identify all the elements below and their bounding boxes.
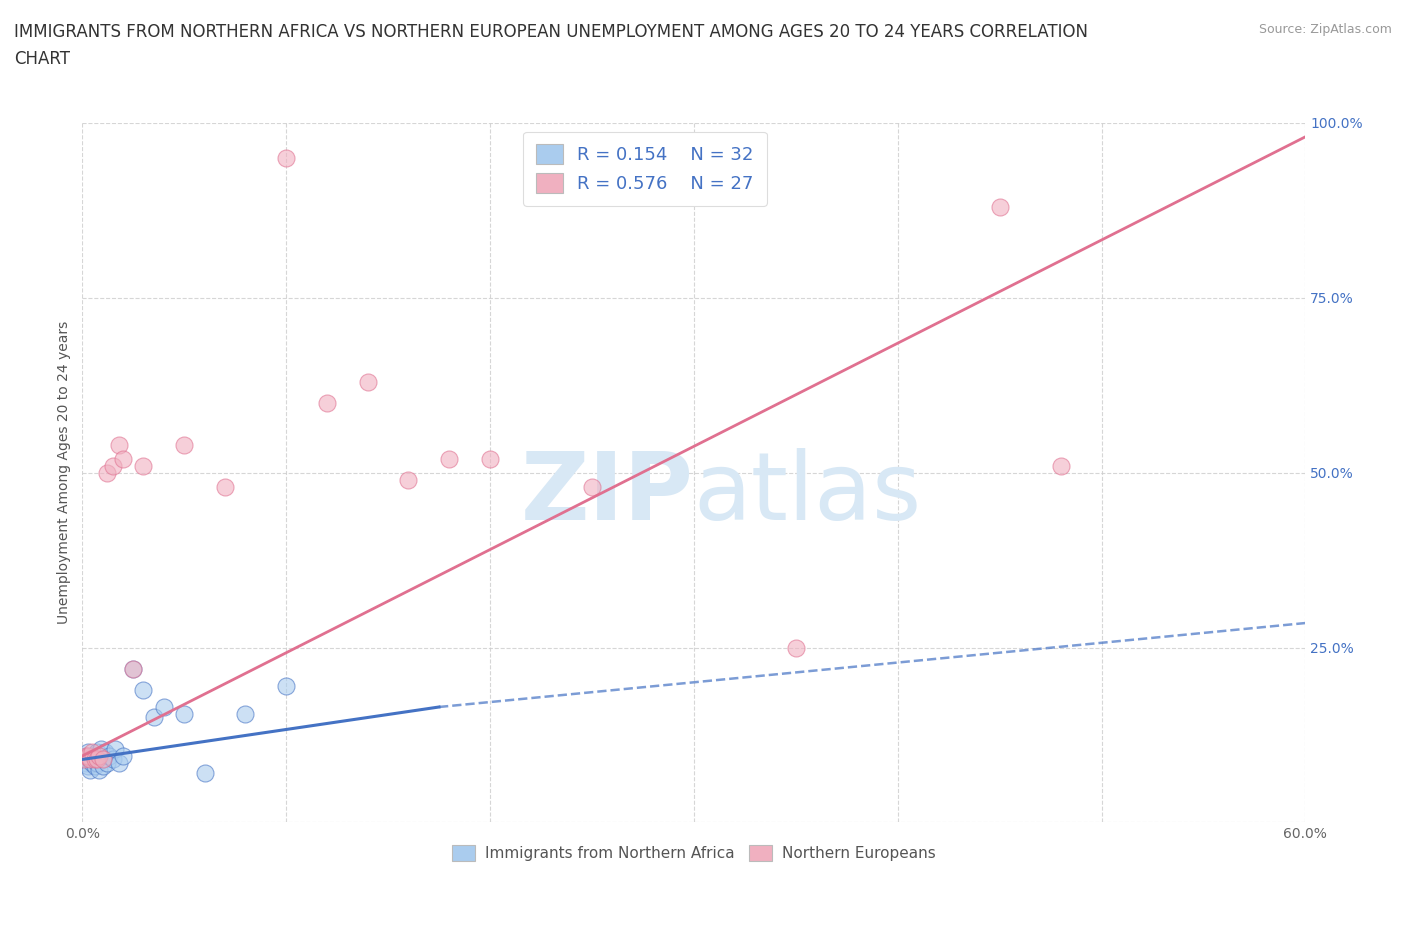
Text: atlas: atlas <box>693 447 922 539</box>
Point <box>79 763 101 777</box>
Point <box>122 661 145 676</box>
Point <box>96 755 118 770</box>
Point <box>173 437 195 452</box>
Point <box>316 395 339 410</box>
Point <box>194 766 217 781</box>
Text: IMMIGRANTS FROM NORTHERN AFRICA VS NORTHERN EUROPEAN UNEMPLOYMENT AMONG AGES 20 : IMMIGRANTS FROM NORTHERN AFRICA VS NORTH… <box>14 23 1088 68</box>
Point <box>77 749 100 764</box>
Point <box>77 759 100 774</box>
Point <box>108 755 131 770</box>
Point <box>235 707 257 722</box>
Point <box>479 451 502 466</box>
Point <box>398 472 420 487</box>
Point <box>91 752 114 767</box>
Legend: Immigrants from Northern Africa, Northern Europeans: Immigrants from Northern Africa, Norther… <box>446 839 942 868</box>
Point <box>276 151 298 166</box>
Point <box>173 707 195 722</box>
Point <box>82 755 104 770</box>
Point <box>122 661 145 676</box>
Point <box>87 763 110 777</box>
Point <box>77 745 100 760</box>
Point <box>97 749 120 764</box>
Point <box>83 752 105 767</box>
Point <box>785 640 807 655</box>
Point <box>153 699 176 714</box>
Point <box>96 465 118 480</box>
Point <box>86 745 108 760</box>
Point <box>90 741 112 756</box>
Point <box>142 710 165 724</box>
Text: ZIP: ZIP <box>522 447 693 539</box>
Point <box>214 479 236 494</box>
Point <box>101 752 124 767</box>
Point <box>91 752 114 767</box>
Point <box>108 437 131 452</box>
Point <box>87 749 110 764</box>
Point <box>581 479 603 494</box>
Point <box>87 749 110 764</box>
Point <box>75 749 97 764</box>
Point <box>439 451 461 466</box>
Point <box>112 451 135 466</box>
Point <box>83 759 105 774</box>
Point <box>132 682 155 697</box>
Point <box>1049 458 1071 473</box>
Point <box>82 749 104 764</box>
Point <box>79 752 101 767</box>
Point <box>132 458 155 473</box>
Point <box>73 752 96 767</box>
Point <box>75 755 97 770</box>
Text: Source: ZipAtlas.com: Source: ZipAtlas.com <box>1258 23 1392 36</box>
Point <box>91 759 114 774</box>
Point <box>93 745 115 760</box>
Point <box>75 749 97 764</box>
Point <box>86 755 108 770</box>
Point <box>112 749 135 764</box>
Point <box>86 752 108 767</box>
Point <box>357 374 380 389</box>
Point <box>79 752 101 767</box>
Point <box>73 752 96 767</box>
Point <box>276 679 298 694</box>
Point <box>104 741 127 756</box>
Point <box>988 199 1011 214</box>
Y-axis label: Unemployment Among Ages 20 to 24 years: Unemployment Among Ages 20 to 24 years <box>58 321 72 624</box>
Point <box>82 745 104 760</box>
Point <box>101 458 124 473</box>
